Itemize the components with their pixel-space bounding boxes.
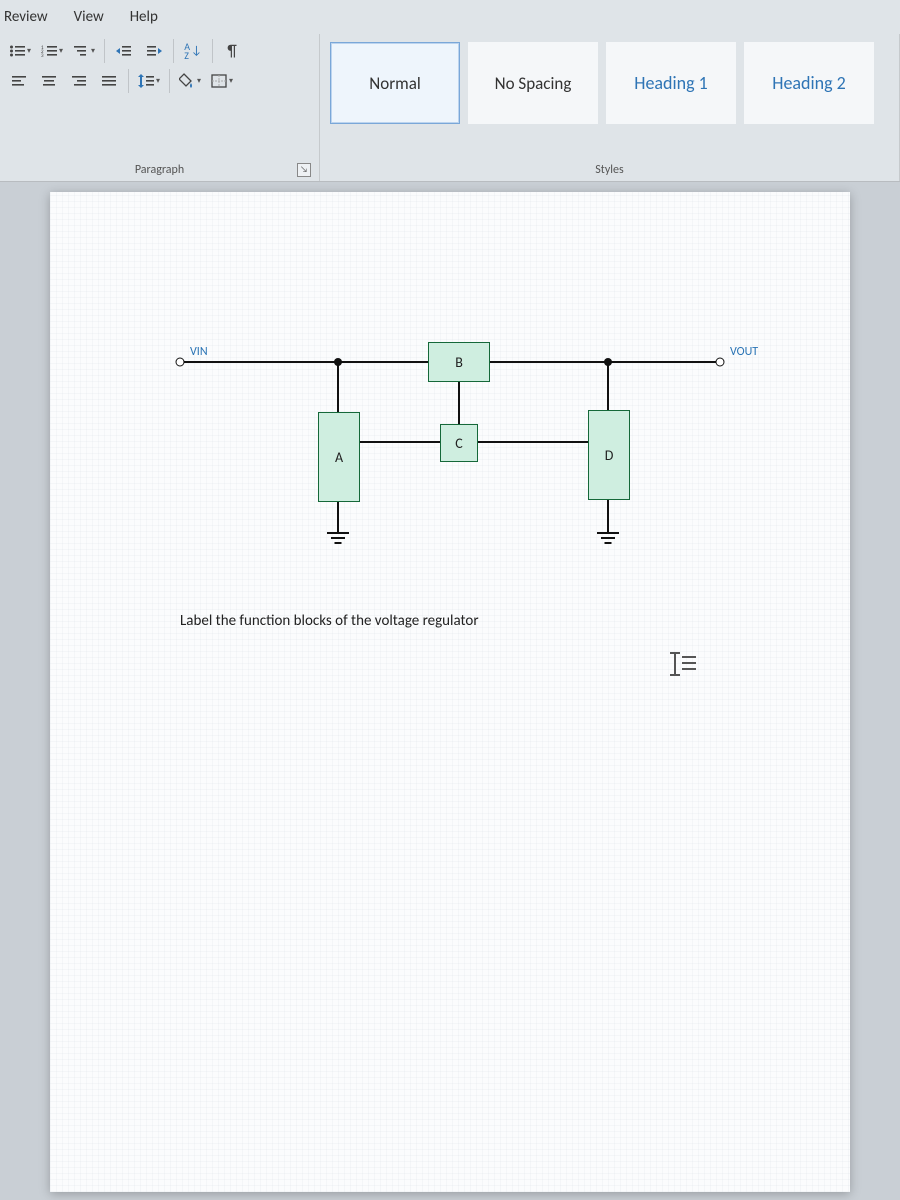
wire-b-to-c xyxy=(458,382,460,424)
borders-button[interactable]: ▾ xyxy=(208,68,236,94)
multilevel-list-button[interactable]: ▾ xyxy=(70,38,98,64)
ground-a xyxy=(327,532,349,546)
numbering-button[interactable]: 123 ▾ xyxy=(38,38,66,64)
styles-gallery[interactable]: Normal No Spacing Heading 1 Heading 2 xyxy=(326,38,893,128)
justify-button[interactable] xyxy=(96,68,122,94)
style-heading-1[interactable]: Heading 1 xyxy=(606,42,736,124)
paragraph-dialog-launcher[interactable]: ↘ xyxy=(297,163,311,177)
ribbon-group-label-paragraph: Paragraph ↘ xyxy=(6,159,313,179)
diagram-caption: Label the function blocks of the voltage… xyxy=(180,612,479,630)
ribbon-group-label-styles: Styles xyxy=(326,159,893,179)
node-d-top xyxy=(604,358,612,366)
chevron-down-icon: ▾ xyxy=(91,46,95,56)
separator xyxy=(169,69,170,93)
wire-mid-right xyxy=(478,441,588,443)
wire-mid-left xyxy=(360,441,440,443)
separator xyxy=(128,69,129,93)
sort-button[interactable]: AZ ↓ xyxy=(180,38,206,64)
show-hide-marks-button[interactable]: ¶ xyxy=(219,38,245,64)
chevron-down-icon: ▾ xyxy=(59,46,63,56)
align-center-button[interactable] xyxy=(36,68,62,94)
ribbon: ▾ 123 ▾ ▾ xyxy=(0,34,900,182)
tab-help[interactable]: Help xyxy=(126,6,162,28)
text-cursor-icon xyxy=(670,652,696,678)
style-heading-2[interactable]: Heading 2 xyxy=(744,42,874,124)
block-d: D xyxy=(588,410,630,500)
separator xyxy=(212,39,213,63)
chevron-down-icon: ▾ xyxy=(27,46,31,56)
ribbon-group-styles: Normal No Spacing Heading 1 Heading 2 St… xyxy=(320,34,900,181)
align-left-button[interactable] xyxy=(6,68,32,94)
style-no-spacing[interactable]: No Spacing xyxy=(468,42,598,124)
tab-view[interactable]: View xyxy=(70,6,108,28)
voltage-regulator-diagram: VIN VOUT A B C D xyxy=(150,332,750,592)
wire-top-to-d xyxy=(607,362,609,410)
svg-text:3: 3 xyxy=(41,53,44,58)
terminal-vout xyxy=(716,358,725,367)
document-page[interactable]: VIN VOUT A B C D Label the func xyxy=(50,192,850,1192)
document-area[interactable]: VIN VOUT A B C D Label the func xyxy=(0,182,900,1200)
chevron-down-icon: ▾ xyxy=(197,76,201,86)
align-right-button[interactable] xyxy=(66,68,92,94)
node-a-top xyxy=(334,358,342,366)
separator xyxy=(104,39,105,63)
tab-review[interactable]: Review xyxy=(0,6,52,28)
bullets-button[interactable]: ▾ xyxy=(6,38,34,64)
label-vout: VOUT xyxy=(730,345,758,359)
block-a: A xyxy=(318,412,360,502)
style-normal[interactable]: Normal xyxy=(330,42,460,124)
ribbon-group-paragraph: ▾ 123 ▾ ▾ xyxy=(0,34,320,181)
chevron-down-icon: ▾ xyxy=(156,76,160,86)
block-b: B xyxy=(428,342,490,382)
label-vin: VIN xyxy=(190,345,208,359)
ribbon-tabs: Review View Help xyxy=(0,0,900,34)
ground-d xyxy=(597,532,619,546)
word-window: Review View Help ▾ 123 ▾ ▾ xyxy=(0,0,900,1200)
separator xyxy=(173,39,174,63)
increase-indent-button[interactable] xyxy=(141,38,167,64)
shading-button[interactable]: ▾ xyxy=(176,68,204,94)
terminal-vin xyxy=(176,358,185,367)
decrease-indent-button[interactable] xyxy=(111,38,137,64)
chevron-down-icon: ▾ xyxy=(229,76,233,86)
line-spacing-button[interactable]: ▾ xyxy=(135,68,163,94)
block-c: C xyxy=(440,424,478,462)
wire-a-to-gnd xyxy=(337,502,339,532)
wire-d-to-gnd xyxy=(607,500,609,532)
wire-top-to-a xyxy=(337,362,339,412)
